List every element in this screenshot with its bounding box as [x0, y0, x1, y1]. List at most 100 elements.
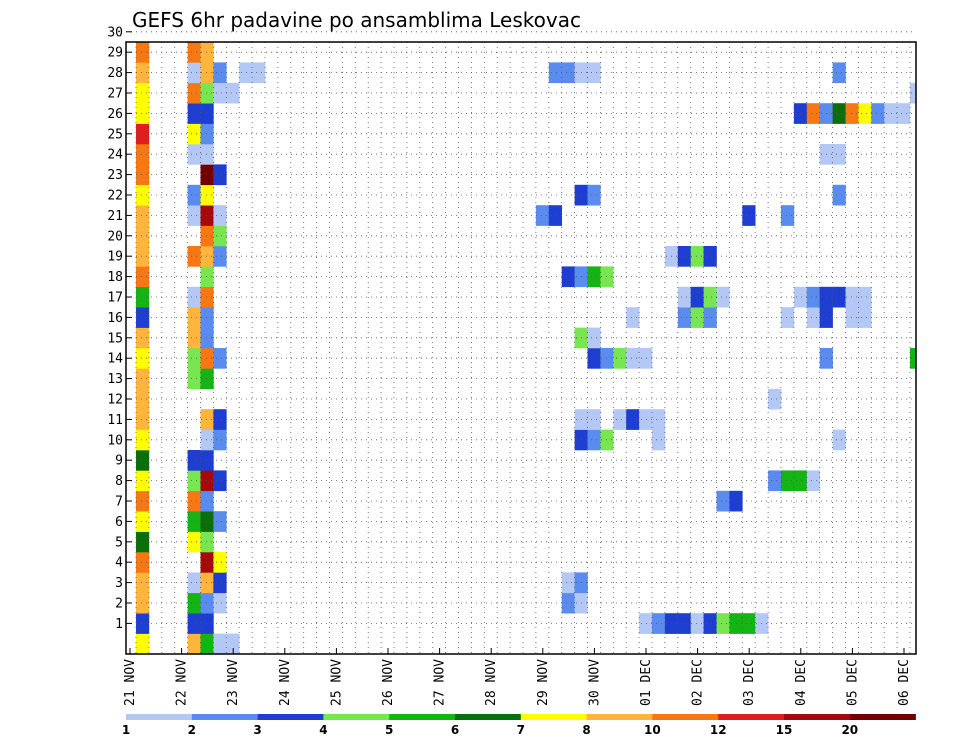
heatmap-cell — [136, 368, 150, 390]
heatmap-cell — [136, 429, 150, 451]
heatmap-cell — [793, 286, 808, 308]
heatmap-cell — [200, 531, 214, 553]
heatmap-cell — [200, 572, 214, 594]
heatmap-cell — [768, 470, 782, 492]
colorbar-label: 10 — [644, 723, 661, 737]
y-tick-label: 30 — [107, 25, 123, 40]
heatmap-cell — [187, 531, 201, 553]
heatmap-cell — [136, 572, 150, 594]
y-tick-label: 12 — [107, 393, 123, 408]
heatmap-cell — [832, 144, 846, 165]
colorbar-segment — [849, 714, 916, 720]
y-tick-label: 2 — [115, 597, 123, 612]
x-tick-label: 05 DEC — [845, 659, 860, 706]
heatmap-cell — [136, 327, 150, 349]
heatmap-cell — [136, 286, 150, 308]
heatmap-cell — [561, 266, 575, 288]
x-tick-label: 06 DEC — [897, 659, 912, 706]
heatmap-cell — [213, 82, 227, 104]
heatmap-cell — [187, 613, 201, 634]
heatmap-cell — [652, 613, 666, 634]
heatmap-cell — [213, 633, 227, 654]
heatmap-cell — [136, 633, 150, 654]
y-tick-label: 25 — [107, 127, 123, 142]
heatmap-cell — [626, 348, 640, 369]
heatmap-cell — [136, 388, 150, 410]
heatmap-cell — [136, 552, 150, 573]
heatmap-cell — [136, 409, 150, 430]
heatmap-cell — [213, 552, 227, 573]
heatmap-cell — [587, 62, 601, 84]
colorbar-label: 20 — [841, 723, 858, 737]
heatmap-cell — [187, 592, 201, 614]
heatmap-cell — [136, 62, 150, 84]
colorbar-segment — [784, 714, 851, 720]
heatmap-cell — [703, 307, 717, 328]
colorbar-label: 5 — [385, 723, 393, 737]
heatmap-cell — [884, 103, 898, 124]
heatmap-cell — [187, 184, 201, 206]
heatmap-cell — [793, 470, 808, 492]
heatmap-cell — [200, 470, 214, 492]
heatmap-cell — [742, 613, 756, 634]
heatmap-cell — [200, 103, 214, 124]
heatmap-cell — [652, 409, 666, 430]
heatmap-cell — [832, 62, 846, 84]
heatmap-cell — [806, 470, 820, 492]
heatmap-cell — [200, 205, 214, 226]
heatmap-cell — [200, 62, 214, 84]
heatmap-cell — [136, 531, 150, 553]
heatmap-cell — [200, 450, 214, 471]
x-tick-label: 30 NOV — [587, 659, 602, 706]
heatmap-cell — [187, 205, 201, 226]
heatmap-cell — [136, 164, 150, 186]
colorbar-segment — [389, 714, 456, 720]
y-tick-label: 23 — [107, 168, 123, 183]
colorbar-label: 6 — [451, 723, 459, 737]
heatmap-cell — [806, 103, 820, 124]
heatmap-cell — [535, 205, 550, 226]
colorbar-segment — [718, 714, 785, 720]
heatmap-cell — [548, 62, 562, 84]
heatmap-cell — [200, 552, 214, 573]
colorbar-segment — [520, 714, 587, 720]
heatmap-cell — [690, 613, 704, 634]
heatmap-cell — [832, 286, 846, 308]
heatmap-cell — [226, 633, 240, 654]
colorbar-label: 1 — [122, 723, 130, 737]
heatmap-cell — [716, 613, 730, 634]
heatmap-cell — [561, 592, 575, 614]
colorbar-segment — [191, 714, 258, 720]
heatmap-cell — [200, 82, 214, 104]
colorbar-segment — [455, 714, 522, 720]
heatmap-cell — [200, 348, 214, 369]
y-axis: 1234567891011121314151617181920212223242… — [107, 25, 132, 632]
heatmap-cell — [226, 82, 240, 104]
heatmap-cell — [187, 144, 201, 165]
heatmap-cell — [187, 511, 201, 532]
heatmap-cell — [136, 450, 150, 471]
heatmap-cell — [781, 470, 795, 492]
heatmap-cell — [136, 266, 150, 288]
heatmap-cell — [187, 327, 201, 349]
heatmap-cell — [213, 511, 227, 532]
x-tick-label: 25 NOV — [329, 659, 344, 706]
heatmap-cell — [136, 103, 150, 124]
heatmap-cell — [200, 144, 214, 165]
colorbar-segment — [586, 714, 653, 720]
heatmap-cell — [587, 409, 601, 430]
colorbar-label: 7 — [517, 723, 525, 737]
x-tick-label: 22 NOV — [175, 659, 190, 706]
y-tick-label: 21 — [107, 209, 123, 224]
x-tick-label: 01 DEC — [639, 659, 654, 706]
heatmap-cell — [136, 184, 150, 206]
colorbar-label: 2 — [188, 723, 196, 737]
x-tick-label: 04 DEC — [794, 659, 809, 706]
y-tick-label: 11 — [107, 413, 123, 428]
y-tick-label: 27 — [107, 87, 123, 102]
colorbar-label: 4 — [319, 723, 327, 737]
heatmap-cell — [793, 103, 808, 124]
heatmap-cell — [136, 613, 150, 634]
y-tick-label: 7 — [115, 495, 123, 510]
